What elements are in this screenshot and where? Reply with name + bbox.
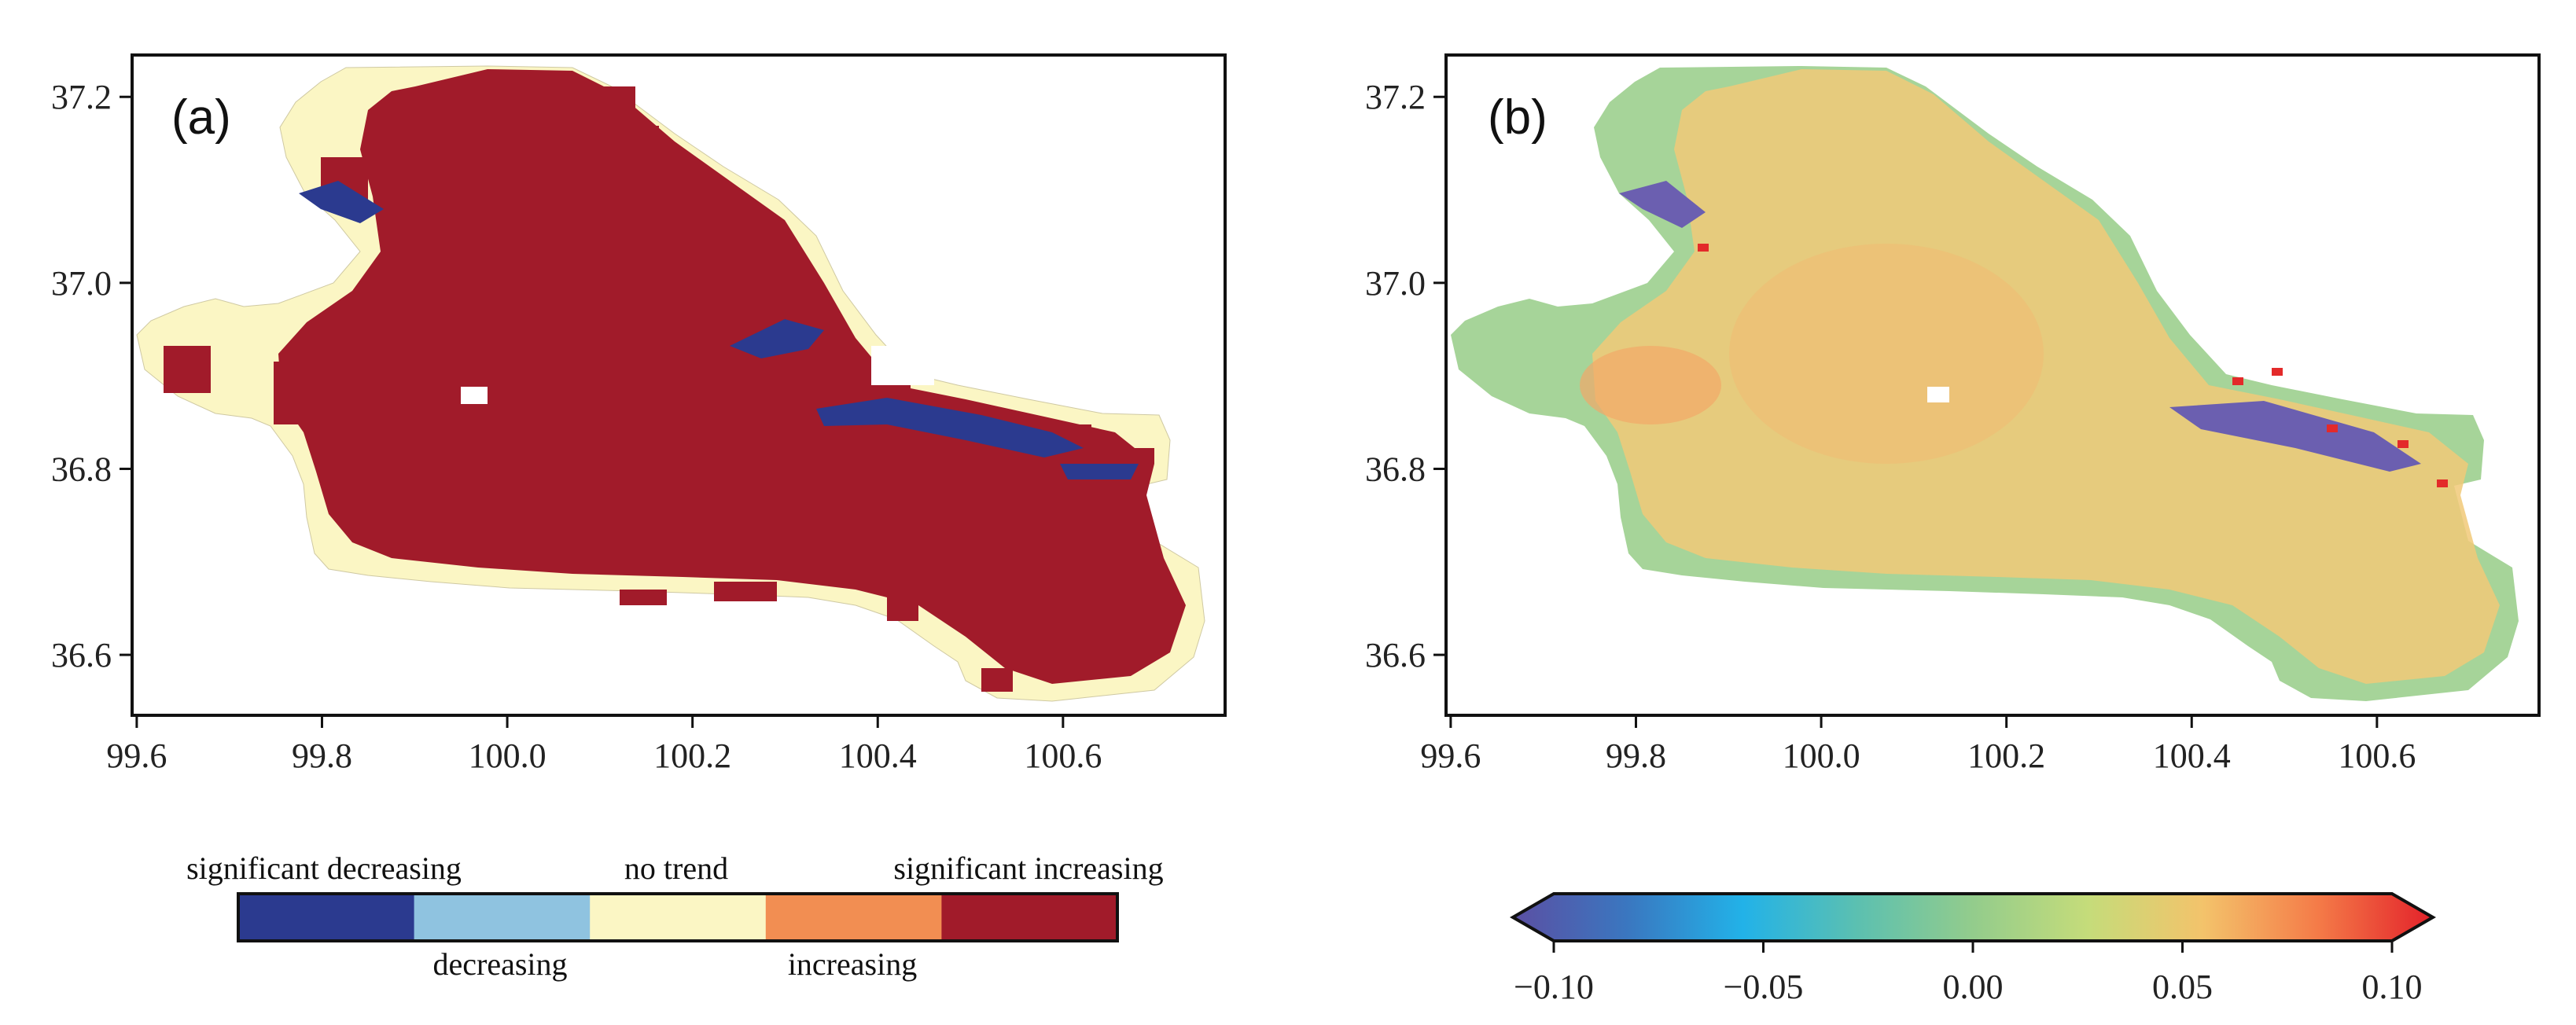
- sig-increasing-patch: [164, 346, 211, 393]
- sig-increasing-patch: [635, 126, 659, 157]
- positive-trend-speck: [2272, 368, 2283, 376]
- positive-trend-speck: [2327, 424, 2338, 432]
- x-tick-label: 100.2: [1967, 737, 2045, 775]
- panel-a: 99.6 99.8 100.0 100.2 100.4 100.6 37.2 37.0 36.8…: [51, 53, 1227, 775]
- lake-region-sig-increasing: [278, 69, 1186, 684]
- positive-trend-speck: [2437, 479, 2448, 487]
- axes-frame-a: [131, 53, 1227, 717]
- lake-region-warm: [1592, 69, 2500, 684]
- y-tick-label: 36.8: [1365, 450, 1426, 488]
- x-tick-label: 99.8: [292, 737, 352, 775]
- negative-trend-streak: [2169, 401, 2421, 472]
- warm-patch: [1580, 346, 1721, 424]
- legend-a-swatch: [941, 894, 1118, 941]
- legend-label-inc: increasing: [788, 946, 917, 982]
- warm-patch: [1729, 244, 2044, 464]
- sig-increasing-patch: [604, 86, 635, 110]
- sig-increasing-patch: [887, 597, 918, 621]
- y-tick-label: 37.2: [1365, 78, 1426, 116]
- x-tick-label: 100.2: [653, 737, 731, 775]
- sig-increasing-patch: [274, 362, 305, 424]
- axes-frame-b: [1444, 53, 2541, 717]
- x-tick-label: 99.8: [1606, 737, 1666, 775]
- colorbar-tick-label: −0.05: [1724, 968, 1804, 1006]
- legend-a: significant decreasing decreasing no tre…: [186, 850, 1164, 982]
- y-tick-label: 36.6: [51, 636, 112, 674]
- negative-trend-streak: [1619, 181, 1706, 228]
- ticks-b: 99.6 99.8 100.0 100.2 100.4 100.6 37.2 37.0 36.8…: [1365, 78, 2416, 775]
- sig-decreasing-streak: [1060, 464, 1139, 479]
- x-tick-label: 99.6: [106, 737, 167, 775]
- panel-label-a: (a): [171, 90, 231, 145]
- legend-a-swatch: [590, 894, 767, 941]
- legend-a-swatch: [765, 894, 942, 941]
- positive-trend-speck: [2232, 377, 2243, 385]
- legend-a-swatch: [238, 894, 415, 941]
- island: [1927, 387, 1949, 402]
- y-tick-label: 37.2: [51, 78, 112, 116]
- panel-b: 99.6 99.8 100.0 100.2 100.4 100.6 37.2 37.0 36.8…: [1365, 53, 2541, 775]
- colorbar-tick-label: 0.10: [2362, 968, 2423, 1006]
- legend-label-no-trend: no trend: [624, 850, 728, 886]
- panel-label-b: (b): [1488, 90, 1547, 145]
- sig-increasing-patch: [777, 291, 816, 314]
- island: [871, 346, 934, 385]
- legend-label-sig-inc: significant increasing: [893, 850, 1163, 886]
- x-tick-label: 100.0: [469, 737, 546, 775]
- map-a: [136, 65, 1205, 702]
- sig-decreasing-streak: [299, 181, 384, 223]
- y-tick-label: 36.8: [51, 450, 112, 488]
- island: [461, 387, 488, 404]
- sig-increasing-patch: [714, 582, 777, 601]
- sig-increasing-patch: [1123, 448, 1154, 464]
- legend-label-dec: decreasing: [432, 946, 567, 982]
- positive-trend-speck: [1698, 244, 1709, 252]
- x-tick-label: 100.0: [1783, 737, 1860, 775]
- y-tick-label: 36.6: [1365, 636, 1426, 674]
- y-tick-label: 37.0: [51, 264, 112, 303]
- colorbar-tick-label: 0.00: [1943, 968, 2004, 1006]
- colorbar-b-fill: [1513, 894, 2433, 941]
- ticks-a: 99.6 99.8 100.0 100.2 100.4 100.6 37.2 37.0 36.8…: [51, 78, 1102, 775]
- map-b: [1451, 66, 2519, 701]
- x-tick-label: 99.6: [1420, 737, 1481, 775]
- colorbar-b: −0.10 −0.05 0.00 0.05 0.10: [1509, 892, 2437, 1006]
- colorbar-tick-label: 0.05: [2152, 968, 2213, 1006]
- sig-increasing-patch: [620, 590, 667, 605]
- legend-label-sig-dec: significant decreasing: [186, 850, 462, 886]
- sig-decreasing-streak: [816, 398, 1084, 457]
- x-tick-label: 100.6: [1024, 737, 1102, 775]
- x-tick-label: 100.4: [2153, 737, 2231, 775]
- colorbar-tick-label: −0.10: [1514, 968, 1594, 1006]
- x-tick-label: 100.6: [2338, 737, 2416, 775]
- sig-increasing-patch: [981, 668, 1013, 692]
- legend-a-frame: [237, 892, 1119, 942]
- positive-trend-speck: [2398, 440, 2409, 448]
- x-tick-label: 100.4: [839, 737, 917, 775]
- legend-a-swatch: [414, 894, 591, 941]
- y-tick-label: 37.0: [1365, 264, 1426, 303]
- sig-decreasing-streak: [730, 319, 824, 358]
